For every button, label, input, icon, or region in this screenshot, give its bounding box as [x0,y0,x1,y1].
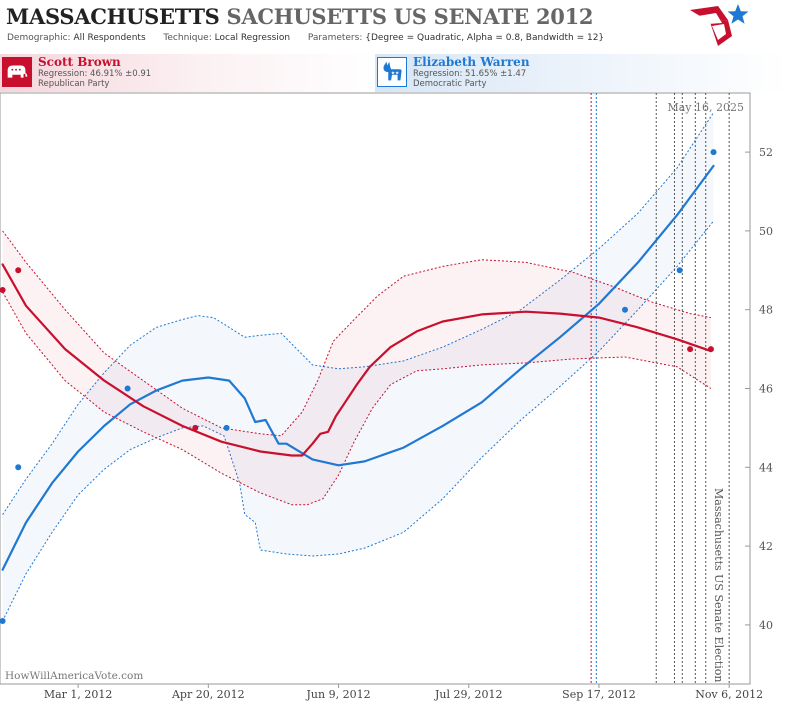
y-tick-label: 40 [759,619,773,632]
poll-point-warren [676,267,683,274]
technique-label: Technique: [163,33,212,43]
x-tick-label: Sep 17, 2012 [562,688,636,701]
page-title: MASSACHUSETTS SACHUSETTS US SENATE 2012 [6,4,594,29]
poll-point-warren [15,464,22,471]
y-tick-label: 44 [759,461,773,474]
regression-line-warren [1,164,715,571]
x-tick-label: Jul 29, 2012 [434,688,503,701]
regression-rep: Regression: 46.91% ±0.91 [38,69,152,79]
poll-point-warren [0,617,6,624]
poll-point-warren [710,149,717,156]
date-label: May 16, 2025 [667,101,744,114]
y-tick-label: 46 [759,383,773,396]
title-state: MASSACHUSETTS [6,4,220,29]
parameters-line: Demographic: All Respondents Technique: … [7,33,604,43]
chart-header: MASSACHUSETTS SACHUSETTS US SENATE 2012 … [0,0,789,52]
donkey-icon [377,57,407,87]
y-tick-label: 48 [759,304,773,317]
poll-point-brown [15,267,22,274]
poll-point-brown [687,346,694,353]
poll-point-brown [192,424,199,431]
star-flag-logo-icon[interactable] [688,2,750,50]
y-tick-label: 50 [759,225,773,238]
poll-point-warren [124,385,131,392]
party-dem: Democratic Party [413,79,487,89]
x-tick-label: Nov 6, 2012 [695,688,763,701]
candidate-democrat: Elizabeth Warren Regression: 51.65% ±1.4… [375,54,789,92]
elephant-icon [2,57,32,87]
regression-line-brown [1,263,713,457]
title-race: SACHUSETTS US SENATE 2012 [226,4,594,29]
poll-point-brown [707,346,714,353]
party-rep: Republican Party [38,79,110,89]
upper-bound-warren [2,112,714,515]
y-tick-label: 52 [759,146,773,159]
demographic-label: Demographic: [7,33,71,43]
poll-point-warren [223,424,230,431]
watermark: HowWillAmericaVote.com [5,670,143,682]
x-tick-label: Apr 20, 2012 [171,688,245,701]
y-tick-label: 42 [759,540,773,553]
candidate-name-dem: Elizabeth Warren [413,55,530,69]
parameters-value: {Degree = Quadratic, Alpha = 0.8, Bandwi… [365,33,605,43]
upper-bound-brown [2,230,711,437]
x-tick-label: Jun 9, 2012 [306,688,371,701]
candidate-republican: Scott Brown Regression: 46.91% ±0.91 Rep… [0,54,375,92]
regression-dem: Regression: 51.65% ±1.47 [413,69,527,79]
confidence-band-brown [2,230,711,505]
lower-bound-brown [2,291,712,506]
poll-point-brown [0,287,6,293]
parameters-label: Parameters: [307,33,363,43]
demographic-value: All Respondents [73,33,146,43]
technique-value: Local Regression [214,33,291,43]
candidate-name-rep: Scott Brown [38,55,121,69]
x-tick-label: Mar 1, 2012 [44,688,113,701]
election-label: Massachusetts US Senate Election [712,488,725,682]
confidence-band-warren [2,112,714,621]
poll-point-warren [622,306,628,313]
